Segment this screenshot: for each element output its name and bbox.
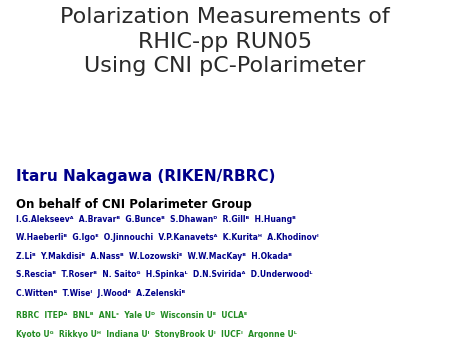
- Text: RBRC  ITEPᴬ  BNLᴮ  ANLᶜ  Yale Uᴰ  Wisconsin Uᴱ  UCLAᴱ: RBRC ITEPᴬ BNLᴮ ANLᶜ Yale Uᴰ Wisconsin U…: [16, 311, 247, 320]
- Text: Polarization Measurements of
RHIC-pp RUN05
Using CNI pC-Polarimeter: Polarization Measurements of RHIC-pp RUN…: [60, 7, 390, 76]
- Text: Itaru Nakagawa (RIKEN/RBRC): Itaru Nakagawa (RIKEN/RBRC): [16, 169, 275, 184]
- Text: I.G.Alekseevᴬ  A.Bravarᴮ  G.Bunceᴮ  S.Dhawanᴰ  R.Gillᴮ  H.Huangᴮ: I.G.Alekseevᴬ A.Bravarᴮ G.Bunceᴮ S.Dhawa…: [16, 215, 296, 224]
- Text: S.Resciaᴮ  T.Roserᴮ  N. Saitoᴳ  H.Spinkaᴸ  D.N.Sviridaᴬ  D.Underwoodᴸ: S.Resciaᴮ T.Roserᴮ N. Saitoᴳ H.Spinkaᴸ D…: [16, 270, 312, 280]
- Text: W.Haeberliᴮ  G.Igoᴱ  O.Jinnouchi  V.P.Kanavetsᴬ  K.Kuritaᴴ  A.Khodinovᴵ: W.Haeberliᴮ G.Igoᴱ O.Jinnouchi V.P.Kanav…: [16, 233, 319, 242]
- Text: Kyoto Uᴳ  Rikkyo Uᴴ  Indiana Uᴵ  StonyBrook Uᴵ  IUCFᴵ  Argonne Uᴸ: Kyoto Uᴳ Rikkyo Uᴴ Indiana Uᴵ StonyBrook…: [16, 330, 297, 338]
- Text: Z.Liᴮ  Y.Makdisiᴮ  A.Nassᴮ  W.Lozowskiᴱ  W.W.MacKayᴮ  H.Okadaᴮ: Z.Liᴮ Y.Makdisiᴮ A.Nassᴮ W.Lozowskiᴱ W.W…: [16, 252, 292, 261]
- Text: C.Wittenᴮ  T.Wiseᴵ  J.Woodᴱ  A.Zelenskiᴮ: C.Wittenᴮ T.Wiseᴵ J.Woodᴱ A.Zelenskiᴮ: [16, 289, 185, 298]
- Text: On behalf of CNI Polarimeter Group: On behalf of CNI Polarimeter Group: [16, 198, 252, 211]
